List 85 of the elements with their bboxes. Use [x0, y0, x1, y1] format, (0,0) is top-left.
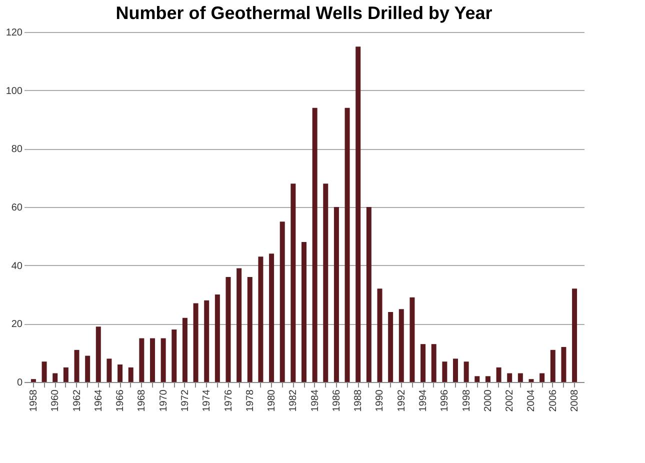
- bar: [334, 207, 339, 382]
- x-tick-label: 1978: [244, 389, 256, 412]
- bar: [302, 242, 306, 382]
- bar: [128, 367, 134, 382]
- bar: [63, 367, 68, 382]
- x-tick-label: 1980: [266, 389, 278, 412]
- bar: [74, 350, 80, 382]
- bar: [160, 338, 166, 382]
- bar: [518, 373, 523, 382]
- bar: [214, 294, 220, 382]
- bar: [150, 338, 155, 382]
- bar: [442, 362, 448, 382]
- bar: [85, 356, 90, 382]
- bar: [52, 373, 58, 382]
- x-tick-label: 2006: [548, 389, 559, 412]
- bar: [410, 297, 415, 382]
- x-tick-label: 1990: [374, 389, 386, 412]
- bar: [258, 256, 264, 382]
- bar: [290, 184, 296, 382]
- x-tick-label: 1982: [288, 389, 300, 412]
- chart-title: Number of Geothermal Wells Drilled by Year: [116, 3, 492, 23]
- x-tick-label: 1968: [136, 389, 148, 412]
- bar: [226, 277, 231, 382]
- bar: [366, 207, 372, 382]
- x-tick-label: 1960: [50, 389, 62, 412]
- bar: [496, 367, 502, 382]
- bar: [464, 362, 469, 382]
- bar: [398, 309, 404, 382]
- bar: [172, 330, 177, 382]
- bar: [485, 376, 490, 382]
- bar: [550, 350, 556, 382]
- y-tick-label: 60: [11, 202, 23, 214]
- y-tick-label: 0: [16, 378, 23, 388]
- bar: [30, 379, 36, 382]
- x-tick-label: 1984: [310, 389, 321, 412]
- x-tick-label: 1970: [158, 389, 170, 412]
- x-tick-label: 1976: [223, 389, 234, 412]
- bar: [106, 358, 112, 382]
- y-tick-label: 40: [11, 260, 23, 272]
- x-tick-label: 1974: [202, 389, 213, 412]
- bar: [280, 222, 285, 382]
- x-tick-label: 1958: [28, 389, 40, 412]
- bar: [356, 46, 361, 382]
- bar: [269, 254, 274, 382]
- bar: [247, 277, 252, 382]
- bar: [561, 347, 566, 382]
- bar: [344, 108, 350, 382]
- x-tick-label: 2004: [526, 389, 538, 412]
- x-tick-label: 1998: [461, 389, 472, 412]
- bar: [42, 362, 47, 382]
- x-tick-label: 1996: [440, 389, 451, 412]
- x-tick-label: 2002: [504, 389, 516, 412]
- bar: [540, 373, 545, 382]
- x-tick-label: 1964: [93, 389, 104, 412]
- bar: [312, 108, 318, 382]
- x-tick-label: 1962: [72, 389, 83, 412]
- bar: [420, 344, 426, 382]
- bar: [474, 376, 480, 382]
- x-tick-label: 2000: [482, 389, 494, 412]
- bar: [528, 379, 534, 382]
- bar: [236, 268, 242, 382]
- y-tick-label: 80: [11, 144, 23, 156]
- bar: [139, 338, 144, 382]
- bar: [431, 344, 436, 382]
- x-tick-label: 1994: [418, 389, 430, 412]
- bar: [182, 318, 188, 382]
- bar: [96, 326, 101, 382]
- x-tick-label: 1972: [180, 389, 191, 412]
- x-tick-label: 1986: [331, 389, 342, 412]
- y-tick-label: 20: [11, 319, 23, 330]
- bar: [377, 288, 382, 382]
- bar: [388, 312, 394, 382]
- x-tick-label: 1992: [396, 389, 408, 412]
- x-tick-label: 1988: [353, 389, 364, 412]
- bar: [193, 303, 198, 382]
- x-tick-label: 2008: [570, 389, 581, 412]
- bar: [323, 184, 328, 382]
- bar: [204, 300, 210, 382]
- x-tick-label: 1966: [115, 389, 126, 412]
- bar: [118, 364, 123, 382]
- bar: [453, 358, 458, 382]
- bar: [507, 373, 512, 382]
- y-tick-label: 120: [6, 28, 23, 38]
- y-tick-label: 100: [6, 86, 23, 97]
- bar: [572, 288, 578, 382]
